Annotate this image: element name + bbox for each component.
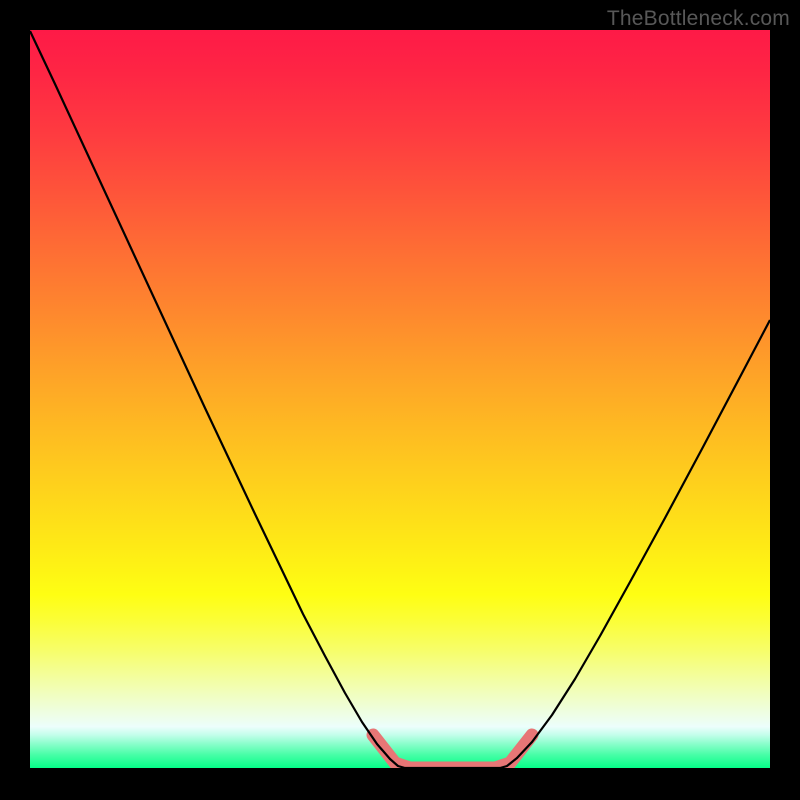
gradient-background bbox=[30, 30, 770, 768]
watermark-text: TheBottleneck.com bbox=[607, 7, 790, 31]
bottleneck-chart bbox=[0, 0, 800, 800]
